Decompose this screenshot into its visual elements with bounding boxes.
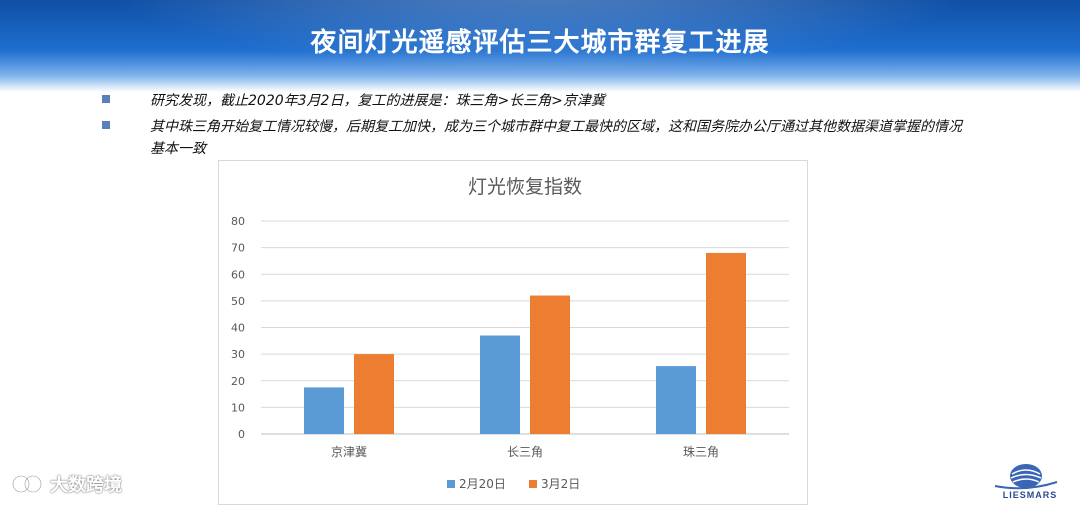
y-tick-label: 60 bbox=[231, 268, 245, 281]
bar bbox=[530, 295, 570, 434]
y-tick-label: 40 bbox=[231, 322, 245, 335]
bar-chart: 灯光恢复指数 0 10 20 30 40 50 60 70 80 京津冀 长三角 珠三角 2月20日 3月2… bbox=[231, 176, 789, 491]
bar bbox=[354, 354, 394, 434]
bullet-item: 研究发现，截止2020年3月2日，复工的进展是：珠三角>长三角>京津冀 bbox=[102, 90, 962, 112]
bullet-square-icon bbox=[102, 121, 110, 129]
bullet-text: 研究发现，截止2020年3月2日，复工的进展是：珠三角>长三角>京津冀 bbox=[150, 93, 605, 109]
x-tick-label: 珠三角 bbox=[683, 445, 719, 459]
x-tick-label: 长三角 bbox=[507, 445, 543, 459]
y-tick-label: 80 bbox=[231, 215, 245, 228]
legend-swatch bbox=[447, 480, 455, 488]
y-tick-label: 0 bbox=[238, 428, 245, 441]
y-tick-label: 30 bbox=[231, 348, 245, 361]
bar bbox=[304, 387, 344, 434]
legend-label: 3月2日 bbox=[541, 477, 580, 491]
legend-swatch bbox=[529, 480, 537, 488]
bar bbox=[656, 366, 696, 434]
bullet-list: 研究发现，截止2020年3月2日，复工的进展是：珠三角>长三角>京津冀 其中珠三… bbox=[102, 90, 962, 164]
chart-container: 灯光恢复指数 0 10 20 30 40 50 60 70 80 京津冀 长三角 珠三角 2月20日 3月2… bbox=[218, 160, 808, 505]
legend-label: 2月20日 bbox=[459, 477, 506, 491]
bullet-square-icon bbox=[102, 95, 110, 103]
watermark: 大数跨境 bbox=[10, 470, 122, 498]
bullet-item: 其中珠三角开始复工情况较慢，后期复工加快，成为三个城市群中复工最快的区域，这和国… bbox=[102, 116, 962, 160]
bullet-text: 其中珠三角开始复工情况较慢，后期复工加快，成为三个城市群中复工最快的区域，这和国… bbox=[150, 119, 962, 157]
watermark-text: 大数跨境 bbox=[50, 475, 122, 496]
header-band bbox=[0, 0, 1080, 92]
y-tick-label: 10 bbox=[231, 401, 245, 414]
x-tick-label: 京津冀 bbox=[331, 445, 367, 459]
liesmars-globe-icon bbox=[994, 464, 1058, 490]
y-tick-label: 70 bbox=[231, 242, 245, 255]
bar bbox=[480, 335, 520, 434]
slide-title: 夜间灯光遥感评估三大城市群复工进展 bbox=[310, 28, 770, 58]
header-sheen bbox=[0, 0, 1080, 92]
bar bbox=[706, 252, 746, 434]
logo-text: LIESMARS bbox=[1002, 490, 1058, 500]
y-tick-label: 50 bbox=[231, 295, 245, 308]
watermark-logo-icon bbox=[11, 474, 43, 494]
y-tick-label: 20 bbox=[231, 375, 245, 388]
chart-title: 灯光恢复指数 bbox=[468, 176, 582, 198]
